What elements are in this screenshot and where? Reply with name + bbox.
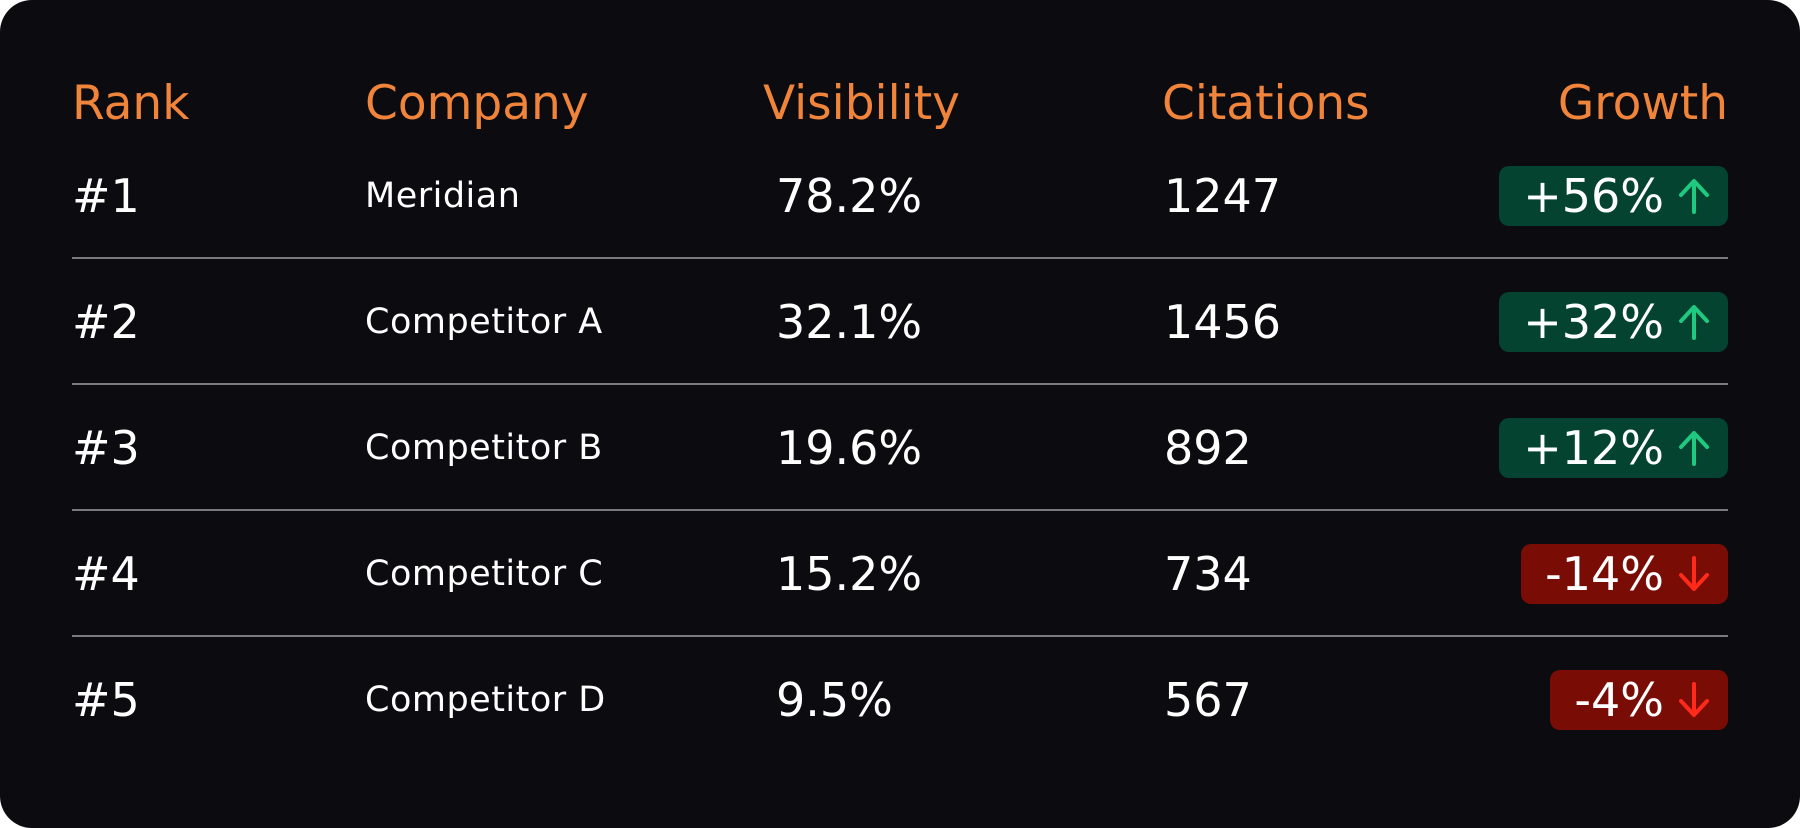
arrow-down-icon <box>1676 680 1712 720</box>
company-cell: Competitor D <box>365 680 606 720</box>
rank-cell: #1 <box>72 169 140 223</box>
growth-badge: -14% <box>1521 544 1728 604</box>
citations-cell: 1247 <box>1164 169 1282 223</box>
table-header: Rank Company Visibility Citations Growth <box>0 74 1800 134</box>
header-company: Company <box>365 76 589 131</box>
visibility-cell: 78.2% <box>776 169 923 223</box>
arrow-up-icon <box>1676 302 1712 342</box>
growth-cell: +56% <box>1499 133 1728 259</box>
growth-cell: -14% <box>1521 511 1728 637</box>
growth-value: +32% <box>1523 295 1664 349</box>
growth-cell: +12% <box>1499 385 1728 511</box>
citations-cell: 1456 <box>1164 295 1282 349</box>
table-row: #3 Competitor B 19.6% 892 +12% <box>0 385 1800 511</box>
company-cell: Competitor A <box>365 302 603 342</box>
table-row: #4 Competitor C 15.2% 734 -14% <box>0 511 1800 637</box>
header-citations: Citations <box>1162 76 1370 131</box>
growth-cell: -4% <box>1550 637 1728 763</box>
header-growth: Growth <box>1557 76 1728 131</box>
citations-cell: 567 <box>1164 673 1252 727</box>
row-divider <box>72 257 1728 259</box>
table-row: #5 Competitor D 9.5% 567 -4% <box>0 637 1800 763</box>
growth-value: -14% <box>1545 547 1664 601</box>
rank-cell: #4 <box>72 547 140 601</box>
growth-value: -4% <box>1574 673 1664 727</box>
growth-value: +56% <box>1523 169 1664 223</box>
growth-badge: -4% <box>1550 670 1728 730</box>
arrow-up-icon <box>1676 176 1712 216</box>
visibility-cell: 32.1% <box>776 295 923 349</box>
row-divider <box>72 635 1728 637</box>
row-divider <box>72 383 1728 385</box>
growth-value: +12% <box>1523 421 1664 475</box>
visibility-cell: 9.5% <box>776 673 893 727</box>
growth-badge: +12% <box>1499 418 1728 478</box>
header-visibility: Visibility <box>763 76 960 131</box>
row-divider <box>72 509 1728 511</box>
arrow-down-icon <box>1676 554 1712 594</box>
rank-cell: #5 <box>72 673 140 727</box>
visibility-cell: 15.2% <box>776 547 923 601</box>
arrow-up-icon <box>1676 428 1712 468</box>
header-rank: Rank <box>72 76 190 131</box>
table-row: #1 Meridian 78.2% 1247 +56% <box>0 133 1800 259</box>
growth-cell: +32% <box>1499 259 1728 385</box>
company-cell: Competitor C <box>365 554 604 594</box>
visibility-cell: 19.6% <box>776 421 923 475</box>
company-cell: Competitor B <box>365 428 603 468</box>
rank-cell: #2 <box>72 295 140 349</box>
citations-cell: 734 <box>1164 547 1252 601</box>
company-cell: Meridian <box>365 176 521 216</box>
rank-cell: #3 <box>72 421 140 475</box>
table-body: #1 Meridian 78.2% 1247 +56% #2 Competito… <box>0 133 1800 763</box>
table-row: #2 Competitor A 32.1% 1456 +32% <box>0 259 1800 385</box>
growth-badge: +32% <box>1499 292 1728 352</box>
growth-badge: +56% <box>1499 166 1728 226</box>
citations-cell: 892 <box>1164 421 1252 475</box>
